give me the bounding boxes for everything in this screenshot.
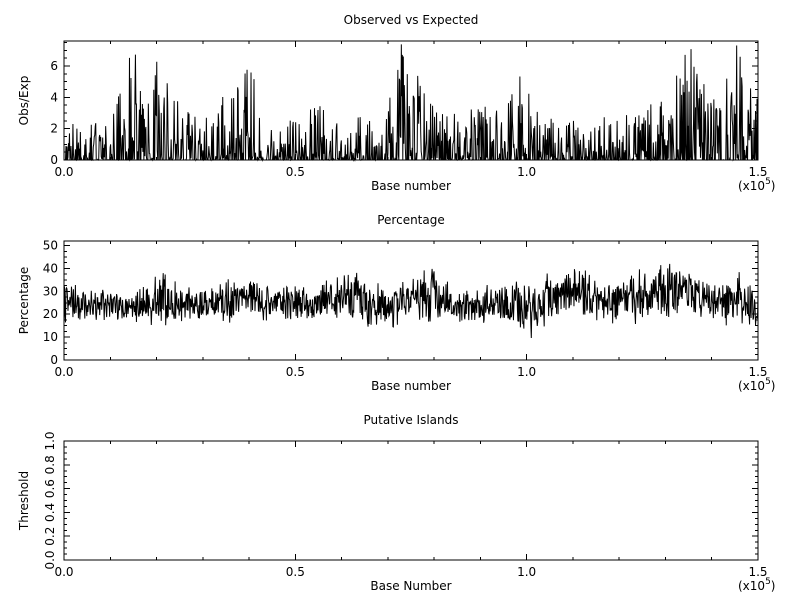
- y-tick-label: 4: [50, 90, 58, 104]
- x-tick-label: 0.5: [286, 365, 305, 379]
- x-tick-label: 1.0: [517, 365, 536, 379]
- x-tick-label: 1.5: [748, 565, 767, 579]
- series-line: [63, 263, 759, 339]
- y-tick-label: 0.2: [43, 527, 57, 546]
- x-multiplier-exponent: 5: [765, 577, 771, 587]
- series-line: [63, 44, 758, 162]
- x-multiplier: (x105): [738, 177, 775, 193]
- y-tick-label: 0: [50, 153, 58, 167]
- x-multiplier-base: (x10: [738, 179, 765, 193]
- y-tick-label: 0.4: [43, 503, 57, 522]
- y-tick-label: 20: [43, 307, 58, 321]
- y-axis-label: Percentage: [17, 267, 31, 335]
- x-tick-label: 0.0: [54, 565, 73, 579]
- x-multiplier: (x105): [738, 577, 775, 593]
- y-tick-label: 0.6: [43, 479, 57, 498]
- y-tick-label: 50: [43, 239, 58, 253]
- chart-title: Putative Islands: [364, 413, 459, 427]
- x-multiplier-exponent: 5: [765, 177, 771, 187]
- x-tick-label: 1.5: [748, 165, 767, 179]
- panel-2: Percentage 0.0 0.5 1.0 1.5 0 10 20 30 40 50 Base nu…: [17, 213, 775, 393]
- plot-frame: [63, 440, 759, 561]
- y-tick-label: 40: [43, 261, 58, 275]
- x-tick-label: 0.5: [286, 165, 305, 179]
- y-tick-label: 0.0: [43, 550, 57, 569]
- x-tick-label: 0.5: [286, 565, 305, 579]
- x-tick-label: 1.0: [517, 565, 536, 579]
- x-multiplier: (x105): [738, 377, 775, 393]
- x-multiplier-close: ): [771, 179, 776, 193]
- y-axis-label: Threshold: [17, 471, 31, 531]
- chart-title: Percentage: [377, 213, 445, 227]
- x-tick-label: 1.0: [517, 165, 536, 179]
- x-multiplier-close: ): [771, 379, 776, 393]
- y-tick-label: 6: [50, 59, 58, 73]
- x-tick-label: 0.0: [54, 365, 73, 379]
- x-axis-label: Base number: [371, 179, 451, 193]
- y-tick-label: 1.0: [43, 431, 57, 450]
- x-multiplier-base: (x10: [738, 579, 765, 593]
- panel-3: Putative Islands 0.0 0.5 1.0 1.5 0.0 0.2 0.4 0.6…: [17, 413, 775, 593]
- y-axis-label: Obs/Exp: [17, 76, 31, 126]
- x-tick-label: 0.0: [54, 165, 73, 179]
- x-tick-label: 1.5: [748, 365, 767, 379]
- y-tick-label: 2: [50, 122, 58, 136]
- chart-title: Observed vs Expected: [344, 13, 479, 27]
- y-tick-label: 30: [43, 284, 58, 298]
- x-multiplier-close: ): [771, 579, 776, 593]
- plot-frame: [63, 40, 759, 161]
- y-tick-label: 10: [43, 330, 58, 344]
- y-tick-label: 0: [50, 353, 58, 367]
- plot-frame: [63, 240, 759, 361]
- x-axis-label: Base number: [371, 379, 451, 393]
- x-axis-label: Base Number: [370, 579, 451, 593]
- x-multiplier-exponent: 5: [765, 377, 771, 387]
- x-multiplier-base: (x10: [738, 379, 765, 393]
- panel-1: Observed vs Expected 0.0 0.5 1.0 1.5 0 2 4 6 Base…: [17, 13, 775, 193]
- y-tick-label: 0.8: [43, 455, 57, 474]
